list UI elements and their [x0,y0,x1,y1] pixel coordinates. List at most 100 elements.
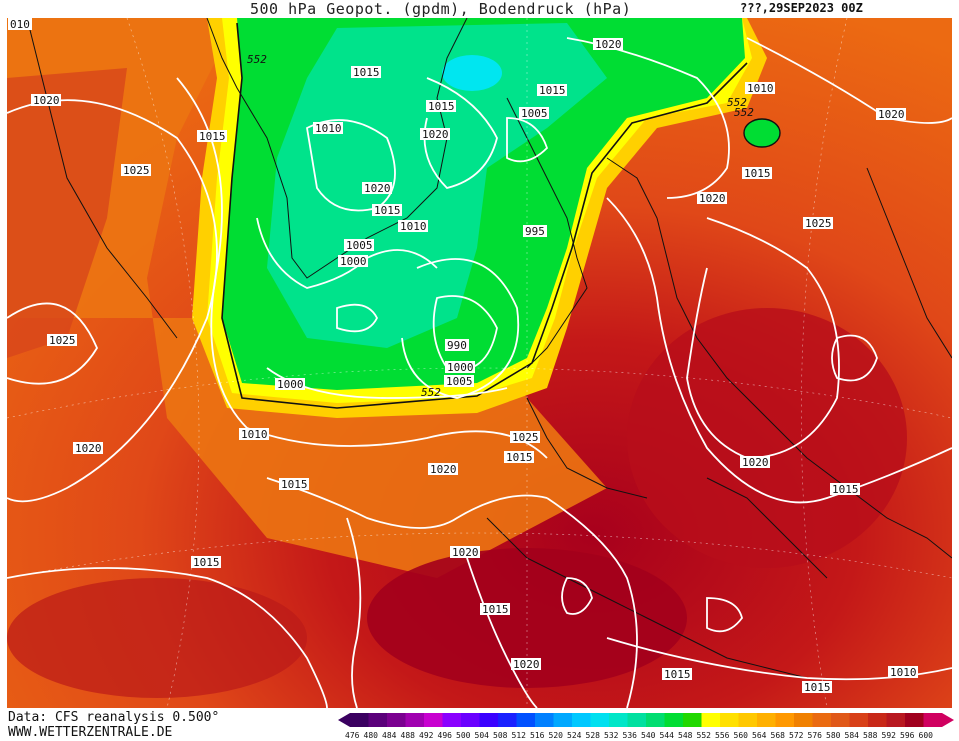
colorbar-tick-label: 592 [882,731,897,740]
colorbar-swatch [368,713,387,727]
isobar-label: 1020 [362,182,392,195]
colorbar-swatch [387,713,406,727]
colorbar-swatch [572,713,591,727]
colorbar-swatch [701,713,720,727]
colorbar-tick-label: 552 [697,731,712,740]
svg-text:1015: 1015 [539,84,566,97]
isobar-label: 1020 [31,94,61,107]
isobar-label: 1020 [876,108,906,121]
isobar-label: 1020 [450,546,480,559]
colorbar-tick-label: 544 [660,731,675,740]
isobar-label: 1015 [480,603,510,616]
colorbar-swatch [609,713,628,727]
colorbar-tick-label: 572 [789,731,804,740]
colorbar-tick-label: 480 [364,731,379,740]
isobar-label: 1015 [537,84,567,97]
colorbar-swatches [338,713,954,727]
colorbar-swatch [479,713,498,727]
data-source: Data: CFS reanalysis 0.500° [8,710,220,725]
colorbar-swatch [738,713,757,727]
isobar-label: 1020 [511,658,541,671]
svg-text:1015: 1015 [832,483,859,496]
colorbar-tick-label: 504 [475,731,490,740]
isobar-label: 1015 [504,451,534,464]
svg-text:1015: 1015 [804,681,831,694]
contour-552-labels: 552 552 552 552 [247,53,754,399]
colorbar-swatch [590,713,609,727]
isobar-label: 1000 [275,378,305,391]
isobar-label: 1015 [372,204,402,217]
svg-text:1025: 1025 [123,164,150,177]
header: 500 hPa Geopot. (gpdm), Bodendruck (hPa)… [0,0,959,18]
colorbar-swatch [812,713,831,727]
svg-text:1015: 1015 [428,100,455,113]
colorbar-swatch [794,713,813,727]
colorbar-swatch [868,713,887,727]
svg-text:1020: 1020 [452,546,479,559]
svg-text:1005: 1005 [346,239,373,252]
contour-552-label: 552 [727,96,747,109]
colorbar-tick-label: 564 [752,731,767,740]
colorbar-swatch [535,713,554,727]
colorbar-tick-label: 484 [382,731,397,740]
colorbar-tick-label: 548 [678,731,693,740]
svg-text:1015: 1015 [482,603,509,616]
svg-text:1015: 1015 [664,668,691,681]
isobar-label: 1020 [420,128,450,141]
isobar-label: 010 [8,18,32,31]
svg-text:1025: 1025 [805,217,832,230]
colorbar-tick-label: 512 [512,731,527,740]
red-core-atlantic [7,578,307,698]
isobar-label: 1025 [803,217,833,230]
colorbar-swatch [720,713,739,727]
colorbar-ticks: 476 480 484 488 492 496 500 504 508 512 516 520 524 5… [345,731,933,740]
svg-text:990: 990 [447,339,467,352]
colorbar-swatch [553,713,572,727]
isobars [7,37,952,708]
colorbar-tick-label: 508 [493,731,508,740]
colorbar-swatch [664,713,683,727]
colorbar-tick-label: 516 [530,731,545,740]
isobar-label: 1015 [742,167,772,180]
isobar-label: 1015 [662,668,692,681]
isobar-label: 990 [445,339,469,352]
svg-text:1020: 1020 [699,192,726,205]
colorbar-tick-label: 496 [438,731,453,740]
svg-text:1020: 1020 [430,463,457,476]
svg-text:1015: 1015 [506,451,533,464]
isobar-label: 1010 [745,82,775,95]
colorbar-swatch [405,713,424,727]
svg-text:1015: 1015 [353,66,380,79]
isobar-label: 1015 [197,130,227,143]
colorbar-swatch [424,713,443,727]
colorbar-tick-label: 580 [826,731,841,740]
svg-text:1020: 1020 [364,182,391,195]
colorbar-swatch [831,713,850,727]
colorbar-tick-label: 524 [567,731,582,740]
svg-text:1020: 1020 [742,456,769,469]
svg-text:1020: 1020 [595,38,622,51]
colorbar-swatch [461,713,480,727]
colorbar-swatch [923,713,942,727]
svg-text:010: 010 [10,18,30,31]
colorbar-tick-label: 568 [771,731,786,740]
svg-text:1015: 1015 [744,167,771,180]
website-credit: WWW.WETTERZENTRALE.DE [8,725,173,740]
graticule [7,18,952,708]
contour-552-label: 552 [421,386,441,399]
red-core-central [627,308,907,568]
svg-text:1010: 1010 [315,122,342,135]
colorbar-swatch [775,713,794,727]
svg-text:1020: 1020 [878,108,905,121]
map-title: 500 hPa Geopot. (gpdm), Bodendruck (hPa) [250,0,632,18]
colorbar-swatch [757,713,776,727]
isobar-label: 1005 [344,239,374,252]
svg-text:1020: 1020 [422,128,449,141]
colorbar-swatch [683,713,702,727]
colorbar-tick-label: 588 [863,731,878,740]
isobar-label: 1025 [510,431,540,444]
isobar-label: 1010 [398,220,428,233]
isobar-label: 1000 [445,361,475,374]
colorbar-tick-label: 500 [456,731,471,740]
dark-orange-west [7,68,127,358]
